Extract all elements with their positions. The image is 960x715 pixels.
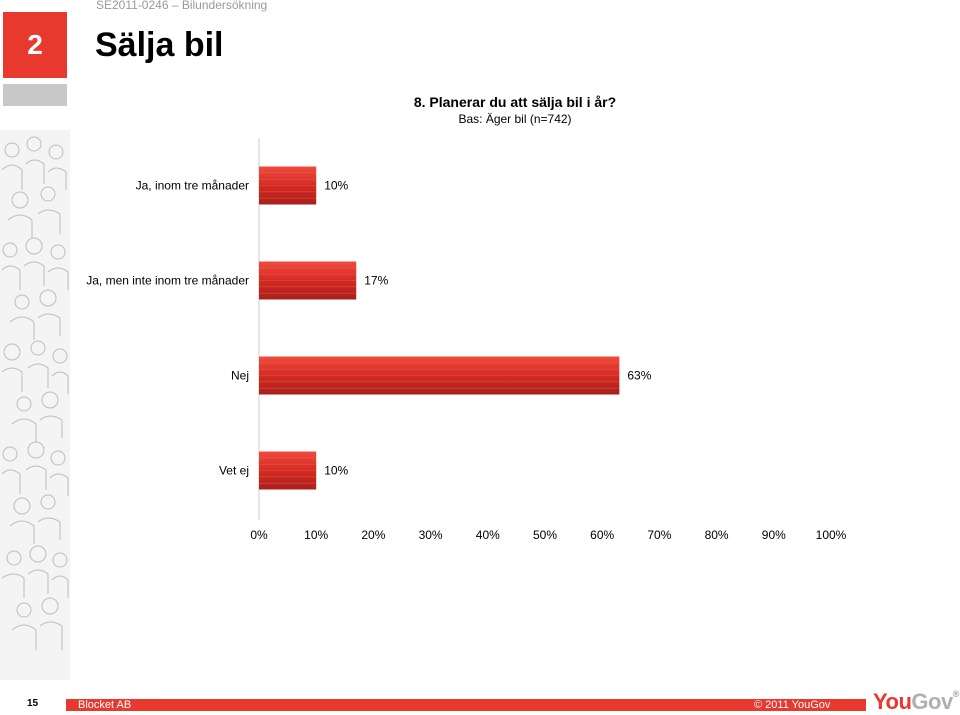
footer-bar [66, 699, 866, 711]
chart-title: 8. Planerar du att sälja bil i år? [413, 94, 617, 110]
value-label-2: 63% [627, 369, 651, 383]
x-tick-label-10: 100% [816, 528, 847, 542]
x-tick-label-5: 50% [533, 528, 557, 542]
x-tick-label-3: 30% [419, 528, 443, 542]
category-label-0: Ja, inom tre månader [136, 179, 249, 193]
footer-copyright: © 2011 YouGov [754, 699, 831, 711]
page-title: Sälja bil [95, 26, 224, 64]
yougov-logo: YouGov® [873, 689, 959, 714]
value-label-0: 10% [324, 179, 348, 193]
crowd-illustration [0, 130, 70, 680]
x-tick-label-7: 70% [647, 528, 671, 542]
x-tick-label-8: 80% [705, 528, 729, 542]
category-label-3: Vet ej [219, 464, 249, 478]
category-label-2: Nej [231, 369, 249, 383]
x-tick-label-6: 60% [590, 528, 614, 542]
x-tick-label-1: 10% [304, 528, 328, 542]
value-label-3: 10% [324, 464, 348, 478]
x-tick-label-2: 20% [361, 528, 385, 542]
value-label-1: 17% [364, 274, 388, 288]
page-number: 15 [27, 698, 39, 709]
section-number-badge: 2 [3, 12, 67, 78]
report-code: SE2011-0246 – Bilundersökning [96, 0, 268, 12]
x-tick-label-9: 90% [762, 528, 786, 542]
footer-client: Blocket AB [78, 699, 132, 711]
chart-subtitle: Bas: Äger bil (n=742) [458, 112, 572, 126]
x-tick-label-0: 0% [250, 528, 268, 542]
section-gray-block [3, 84, 67, 106]
category-label-1: Ja, men inte inom tre månader [86, 274, 249, 288]
x-tick-label-4: 40% [476, 528, 500, 542]
